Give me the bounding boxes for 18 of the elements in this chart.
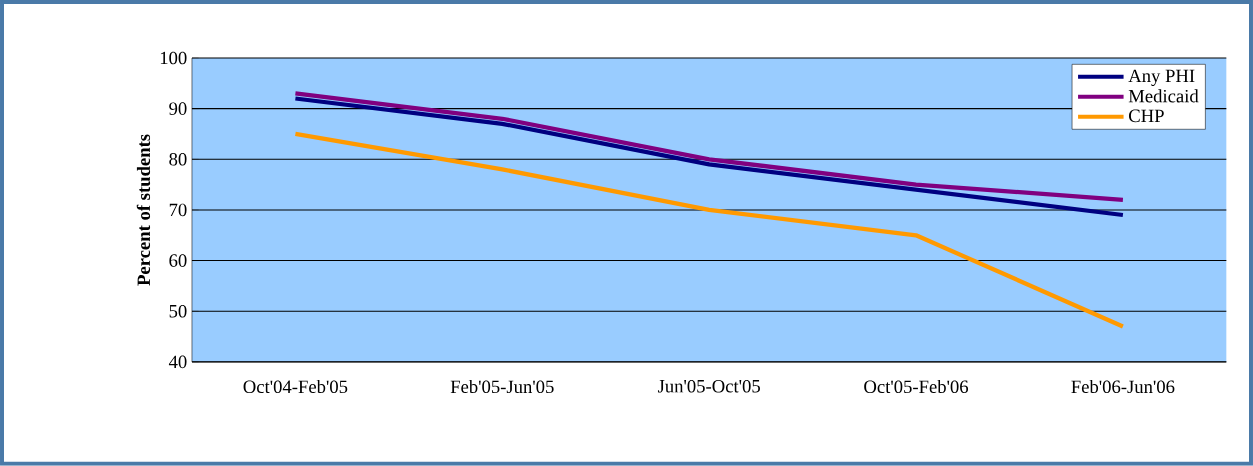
x-tick-label: Oct'05-Feb'06 (864, 379, 969, 394)
x-tick-label: Feb'05-Jun'05 (450, 379, 554, 394)
y-tick-label: 80 (169, 153, 187, 166)
y-tick-label: 90 (169, 102, 187, 115)
line-series (293, 91, 1126, 203)
legend-label: Any PHI (1128, 69, 1195, 87)
x-tick-label: Feb'06-Jun'06 (1071, 379, 1175, 394)
legend-label: CHP (1129, 109, 1164, 123)
y-tick-label: 50 (169, 305, 187, 318)
y-tick-label: 70 (169, 203, 187, 217)
y-tick-label: 100 (160, 51, 187, 65)
y-tick-label: 60 (169, 254, 187, 267)
y-axis-title: Percent of students (136, 134, 151, 286)
legend-label: Medicaid (1128, 89, 1199, 103)
y-tick-label: 40 (168, 355, 187, 369)
x-tick-label: Oct'04-Feb'05 (243, 379, 348, 394)
x-tick-label: Jun'05-Oct'05 (657, 379, 760, 393)
line-series (293, 131, 1126, 329)
